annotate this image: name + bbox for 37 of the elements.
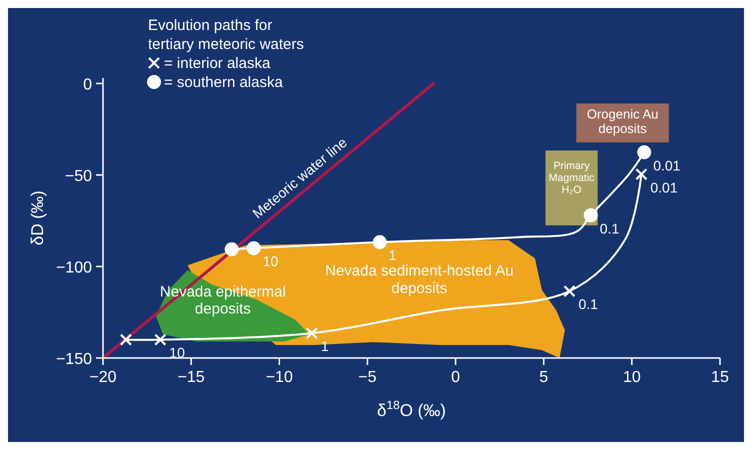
y-tick-label: −150 <box>56 351 92 368</box>
y-tick-label: 0 <box>83 76 92 94</box>
point <box>306 327 318 340</box>
annotation: 10 <box>262 253 279 270</box>
series-label: Primary Magmatic H₂O <box>548 160 594 196</box>
series-label: Orogenic Au deposits <box>586 106 658 136</box>
annotation: 0.1 <box>578 296 598 312</box>
x-tick-label: 5 <box>539 369 548 386</box>
series-label: Nevada sediment-hosted Au deposits <box>325 262 514 297</box>
point <box>154 334 166 346</box>
point <box>563 285 576 298</box>
annotation: 0.01 <box>650 179 678 196</box>
point <box>637 145 652 160</box>
legend-label: = southern alaska <box>164 74 284 91</box>
annotation: 1 <box>388 247 397 264</box>
x-axis-title: δ$^{18}$O (‰) <box>377 398 446 420</box>
y-tick-label: −50 <box>64 168 92 185</box>
legend-label: = interior alaska <box>164 55 271 72</box>
point <box>635 168 648 180</box>
x-tick-label: −5 <box>358 369 377 386</box>
point <box>372 235 387 250</box>
point <box>584 208 598 222</box>
legend-title: Evolution paths for tertiary meteoric waters <box>148 17 304 53</box>
x-tick-label: 10 <box>622 369 641 386</box>
x-tick-label: −10 <box>266 369 293 386</box>
x-tick-label: −15 <box>178 369 205 386</box>
annotation: 10 <box>169 344 186 361</box>
y-tick-label: −100 <box>56 259 92 276</box>
point <box>246 241 261 256</box>
point <box>224 242 239 256</box>
y-axis-title: δD (‰) <box>28 190 47 246</box>
x-tick-label: −20 <box>89 369 117 386</box>
x-tick-label: 15 <box>711 369 729 386</box>
annotation: 0.1 <box>600 220 620 236</box>
annotation: 0.01 <box>653 157 681 174</box>
x-tick-label: 0 <box>451 369 460 386</box>
point <box>120 334 132 346</box>
